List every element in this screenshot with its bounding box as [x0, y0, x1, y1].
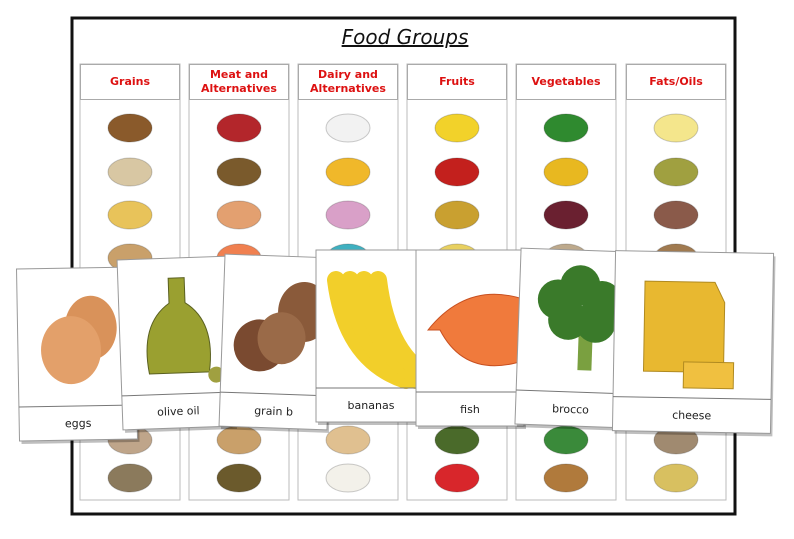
food-icon	[543, 157, 589, 187]
column-header: Fruits	[407, 64, 507, 100]
card: fish	[415, 249, 527, 429]
card: brocco	[514, 247, 633, 431]
card: cheese	[611, 250, 776, 437]
card-divider	[613, 396, 772, 400]
column-header: Meat and Alternatives	[189, 64, 289, 100]
card-label: fish	[460, 403, 480, 416]
card-label: eggs	[65, 417, 92, 430]
food-icon	[543, 463, 589, 493]
food-icon	[653, 200, 699, 230]
food-icon	[543, 425, 589, 455]
food-icon	[543, 113, 589, 143]
card-label: cheese	[672, 409, 712, 423]
food-icon	[325, 157, 371, 187]
cheese	[642, 280, 726, 374]
card-label: grain b	[254, 404, 293, 418]
food-icon	[434, 157, 480, 187]
card-divider	[220, 391, 329, 397]
food-icon	[107, 113, 153, 143]
column-header: Fats/Oils	[626, 64, 726, 100]
food-icon	[434, 463, 480, 493]
food-icon	[543, 200, 589, 230]
cheese	[682, 361, 735, 390]
bread	[257, 312, 306, 365]
card-label: bananas	[348, 399, 395, 412]
card-label: brocco	[552, 402, 590, 416]
food-icon	[653, 463, 699, 493]
egg	[41, 316, 102, 385]
food-icon	[653, 157, 699, 187]
cards: eggs olive oil grain b bananas fish brocco che…	[15, 247, 776, 444]
food-icon	[325, 463, 371, 493]
card-label: olive oil	[157, 404, 200, 418]
title: Food Groups	[342, 25, 469, 49]
column-header: Dairy and Alternatives	[298, 64, 398, 100]
floret	[575, 302, 616, 343]
food-icon	[434, 425, 480, 455]
card-divider	[516, 389, 627, 395]
food-icon	[216, 463, 262, 493]
column-header: Grains	[80, 64, 180, 100]
food-icon	[325, 200, 371, 230]
food-icon	[107, 157, 153, 187]
food-icon	[325, 425, 371, 455]
food-icon	[216, 157, 262, 187]
card-divider	[121, 391, 234, 397]
food-icon	[107, 200, 153, 230]
card: eggs	[15, 266, 140, 444]
food-icon	[653, 113, 699, 143]
food-icon	[434, 200, 480, 230]
food-icon	[107, 463, 153, 493]
food-icon	[325, 113, 371, 143]
food-icon	[216, 113, 262, 143]
card-divider	[18, 404, 137, 408]
card: olive oil	[116, 255, 238, 433]
column-header: Vegetables	[516, 64, 616, 100]
food-icon	[434, 113, 480, 143]
food-icon	[216, 200, 262, 230]
